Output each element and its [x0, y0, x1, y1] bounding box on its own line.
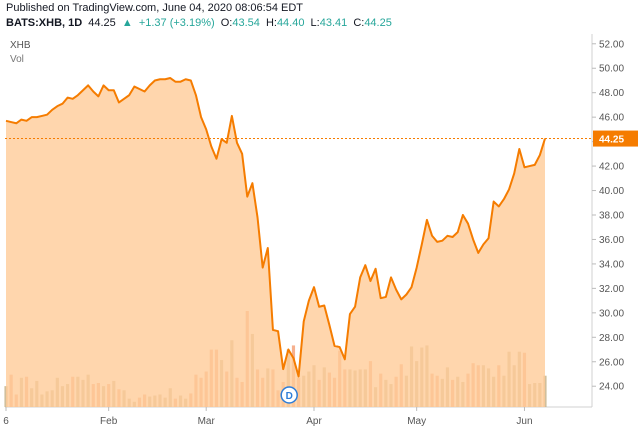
price-change: +1.37 (+3.19%) [138, 17, 215, 29]
y-tick-label: 28.00 [599, 333, 624, 344]
last-price-tag [593, 130, 638, 147]
y-tick-label: 52.00 [599, 39, 624, 50]
high-value: 44.40 [276, 17, 305, 29]
y-tick-label: 34.00 [599, 259, 624, 270]
y-tick-label: 32.00 [599, 284, 624, 295]
price-line [5, 77, 546, 378]
last-price: 44.25 [88, 17, 116, 29]
y-tick-label: 48.00 [599, 88, 624, 99]
y-tick-label: 42.00 [599, 162, 624, 173]
published-info: Published on TradingView.com, June 04, 2… [6, 2, 303, 14]
x-tick-label: May [407, 416, 426, 427]
y-tick-label: 40.00 [599, 186, 624, 197]
price-area [6, 78, 545, 407]
dividend-marker-label: D [286, 391, 293, 402]
legend-symbol: XHB [10, 40, 31, 51]
y-tick-label: 26.00 [599, 357, 624, 368]
close-value: 44.25 [364, 17, 392, 29]
chart-header: Published on TradingView.com, June 04, 2… [0, 0, 640, 34]
y-tick-label: 24.00 [599, 382, 624, 393]
up-arrow-icon: ▲ [121, 17, 133, 29]
x-tick-label: Feb [100, 416, 118, 427]
last-price-tag-label: 44.25 [599, 135, 624, 146]
symbol-label: BATS:XHB, 1D [6, 17, 83, 29]
close-label: C: [353, 17, 365, 29]
y-tick-label: 38.00 [599, 210, 624, 221]
y-tick-label: 46.00 [599, 113, 624, 124]
low-label: L: [310, 17, 320, 29]
legend-volume: Vol [10, 54, 24, 65]
x-tick-label: Jun [516, 416, 532, 427]
x-tick-label: Mar [198, 416, 216, 427]
y-tick-label: 36.00 [599, 235, 624, 246]
x-tick-label: Apr [306, 416, 322, 427]
open-value: 43.54 [232, 17, 260, 29]
y-tick-label: 50.00 [599, 64, 624, 75]
low-value: 43.41 [319, 17, 348, 29]
y-tick-label: 30.00 [599, 308, 624, 319]
high-label: H: [265, 17, 277, 29]
open-label: O: [220, 17, 233, 29]
ohlc-line: BATS:XHB, 1D 44.25 ▲ +1.37 (+3.19%) O:43… [6, 17, 395, 29]
x-tick-label: 6 [3, 416, 9, 427]
dividend-marker-icon [280, 386, 298, 404]
